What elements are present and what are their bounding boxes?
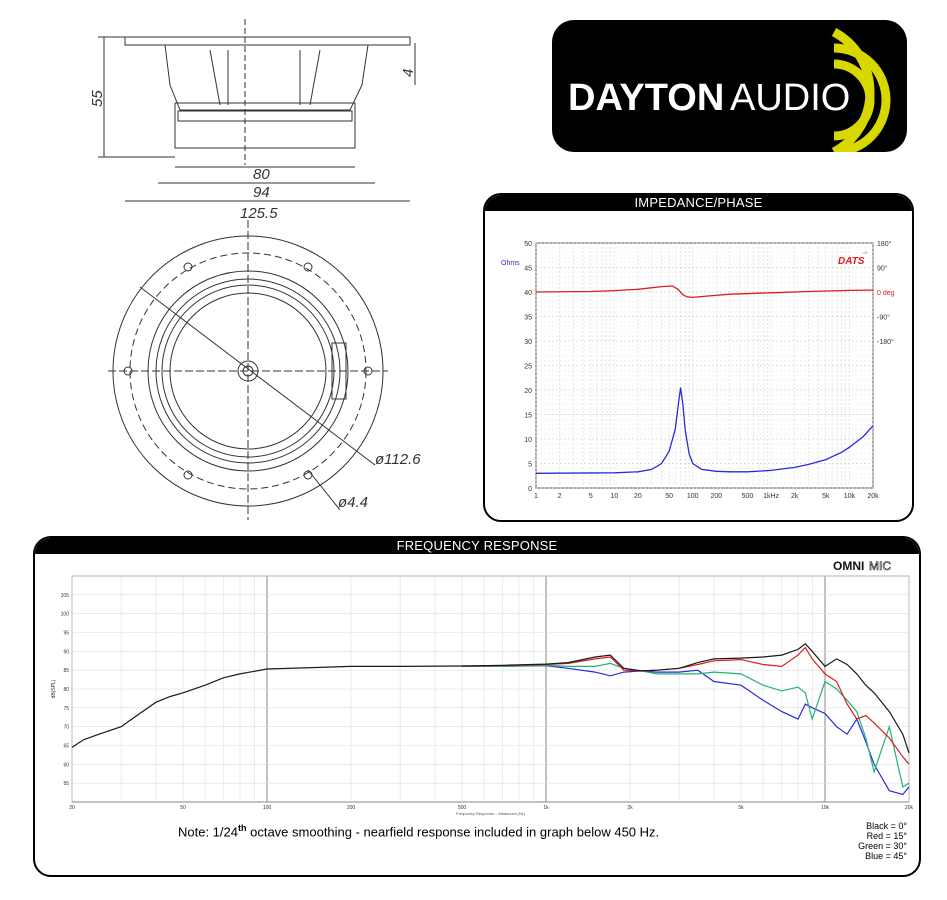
dim-magnet: 80 <box>253 166 270 183</box>
impedance-x-tick: 5 <box>589 493 593 500</box>
frequency-x-tick: 1k <box>543 805 549 811</box>
impedance-y-tick: 40 <box>524 290 532 297</box>
frequency-x-tick: 20k <box>905 805 914 811</box>
legend-item: Red = 15° <box>866 831 907 841</box>
impedance-phase-panel: IMPEDANCE/PHASE 0 5 10 15 20 25 30 35 40 45 50 1 2 5 1… <box>483 193 914 522</box>
phase-tick: 90° <box>877 265 888 273</box>
dim-height: 55 <box>89 90 106 107</box>
impedance-x-tick: 1kHz <box>763 493 779 500</box>
frequency-y-label: dB(SPL) <box>51 679 57 698</box>
impedance-x-tick: 2 <box>558 493 562 500</box>
frequency-x-tick: 100 <box>263 805 272 811</box>
impedance-x-tick: 200 <box>710 493 722 500</box>
frequency-curve-black <box>71 642 910 754</box>
impedance-x-tick: 2k <box>791 493 799 500</box>
impedance-y-tick: 50 <box>524 241 532 248</box>
impedance-y-tick: 45 <box>524 266 532 273</box>
impedance-y-tick: 5 <box>528 462 532 469</box>
frequency-y-tick: 60 <box>63 762 69 768</box>
impedance-curve <box>535 387 874 474</box>
phase-tick: 0 deg <box>877 290 895 297</box>
frequency-x-label: Frequency Response – Measured (Hz) <box>456 811 526 816</box>
dim-bolt-circle: ø112.6 <box>375 451 421 468</box>
frequency-x-tick: 200 <box>347 805 356 811</box>
logo-text-light: AUDIO <box>730 77 850 119</box>
impedance-x-tick: 20 <box>634 493 642 500</box>
frequency-curve-red <box>461 646 910 765</box>
sound-wave-icon <box>831 28 891 157</box>
impedance-y-tick: 35 <box>524 315 532 322</box>
dim-hole: ø4.4 <box>338 494 368 511</box>
dim-frame: 94 <box>253 184 270 201</box>
frequency-x-tick: 10k <box>821 805 830 811</box>
angle-legend: Black = 0° Red = 15° Green = 30° Blue = … <box>858 821 907 861</box>
frequency-y-tick: 85 <box>63 668 69 674</box>
frequency-chart: 55 60 65 70 75 80 85 90 95 100 105 20 50 100 200 500 1k 2… <box>51 559 914 816</box>
impedance-y-tick: 10 <box>524 437 532 444</box>
dats-brand-sup: v3 <box>863 250 868 255</box>
frequency-y-tick: 105 <box>61 593 70 599</box>
frequency-y-tick: 75 <box>63 706 69 712</box>
dats-brand: DATS <box>838 256 865 267</box>
frequency-y-tick: 80 <box>63 687 69 693</box>
impedance-x-tick: 1 <box>534 493 538 500</box>
frequency-title: FREQUENCY RESPONSE <box>35 538 919 554</box>
impedance-x-tick: 20k <box>867 493 879 500</box>
dim-overall: 125.5 <box>240 205 278 222</box>
logo-text-bold: DAYTON <box>568 77 724 119</box>
phase-curve <box>535 285 874 299</box>
legend-item: Blue = 45° <box>865 851 907 861</box>
smoothing-note: Note: 1/24th octave smoothing - nearfiel… <box>178 823 660 840</box>
impedance-x-tick: 100 <box>687 493 699 500</box>
impedance-x-tick: 10k <box>844 493 856 500</box>
omnimic-brand-bold: OMNI <box>833 559 864 573</box>
dim-flange: 4 <box>400 69 417 77</box>
frequency-x-tick: 500 <box>458 805 467 811</box>
phase-tick: -180° <box>877 338 894 346</box>
impedance-x-tick: 10 <box>610 493 618 500</box>
impedance-y-tick: 20 <box>524 388 532 395</box>
legend-item: Black = 0° <box>866 821 907 831</box>
frequency-response-panel: FREQUENCY RESPONSE 55 60 65 70 75 80 85 90 95 100… <box>33 536 921 877</box>
frequency-x-tick: 20 <box>69 805 75 811</box>
frequency-y-tick: 70 <box>63 725 69 731</box>
frequency-curve-blue <box>462 664 910 796</box>
frequency-y-tick: 95 <box>63 631 69 637</box>
impedance-x-tick: 50 <box>665 493 673 500</box>
frequency-y-tick: 65 <box>63 744 69 750</box>
frequency-y-tick: 55 <box>63 781 69 787</box>
frequency-y-tick: 90 <box>63 649 69 655</box>
phase-tick: -90° <box>877 314 890 322</box>
omnimic-brand-light: MIC <box>869 559 891 573</box>
frequency-y-tick: 100 <box>61 612 70 618</box>
frequency-x-tick: 5k <box>738 805 744 811</box>
frequency-x-tick: 2k <box>627 805 633 811</box>
frequency-x-tick: 50 <box>180 805 186 811</box>
legend-item: Green = 30° <box>858 841 907 851</box>
impedance-y-tick: 0 <box>528 486 532 493</box>
impedance-y-tick: 30 <box>524 339 532 346</box>
impedance-y-tick: 15 <box>524 413 532 420</box>
frequency-curve-green <box>462 662 910 788</box>
side-flange <box>124 36 411 46</box>
impedance-units-label: Ohms <box>501 260 520 267</box>
side-basket <box>164 44 369 111</box>
phase-tick: 180° <box>877 240 892 248</box>
dayton-audio-logo: DAYTON AUDIO <box>552 20 907 157</box>
impedance-x-tick: 5k <box>822 493 830 500</box>
side-magnet <box>174 102 356 149</box>
impedance-x-tick: 500 <box>742 493 754 500</box>
impedance-y-tick: 25 <box>524 364 532 371</box>
driver-dimension-drawing: 55 4 80 94 125.5 ø112.6 ø4.4 <box>89 19 421 520</box>
impedance-title: IMPEDANCE/PHASE <box>485 195 912 211</box>
